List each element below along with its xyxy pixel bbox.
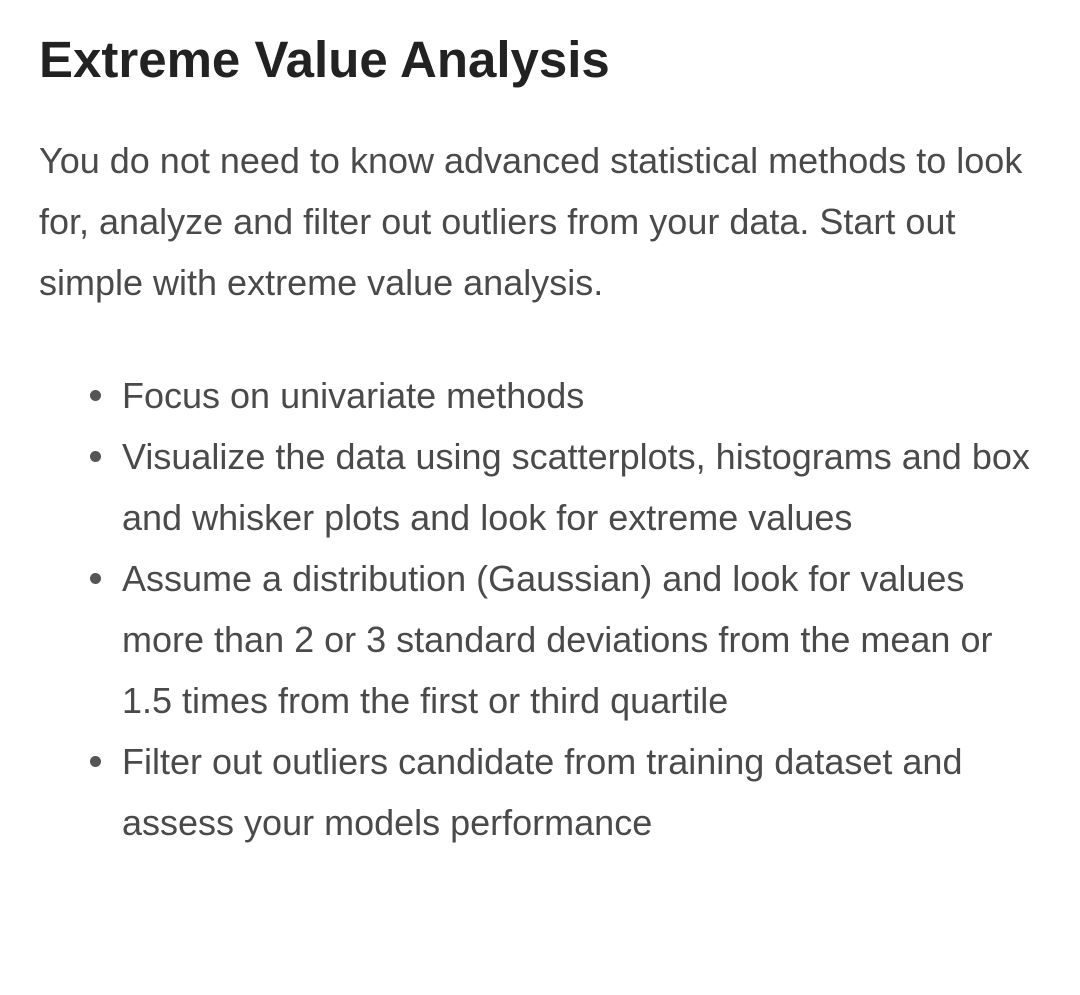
list-item-text: Filter out outliers candidate from train… <box>122 741 963 843</box>
bullet-dot-icon <box>90 390 101 401</box>
list-item-text: Assume a distribution (Gaussian) and loo… <box>122 558 993 721</box>
list-item: Filter out outliers candidate from train… <box>90 731 1042 853</box>
intro-paragraph: You do not need to know advanced statist… <box>39 140 1023 303</box>
bullet-dot-icon <box>90 756 101 767</box>
bullet-dot-icon <box>90 451 101 462</box>
list-item: Focus on univariate methods <box>90 365 1042 426</box>
bullet-list: Focus on univariate methods Visualize th… <box>39 365 1042 853</box>
list-item: Visualize the data using scatterplots, h… <box>90 426 1042 548</box>
list-item: Assume a distribution (Gaussian) and loo… <box>90 548 1042 731</box>
bullet-dot-icon <box>90 573 101 584</box>
page-title: Extreme Value Analysis <box>39 31 610 88</box>
list-item-text: Visualize the data using scatterplots, h… <box>122 436 1030 538</box>
list-item-text: Focus on univariate methods <box>122 375 585 416</box>
article: Extreme Value Analysis You do not need t… <box>39 28 1059 853</box>
